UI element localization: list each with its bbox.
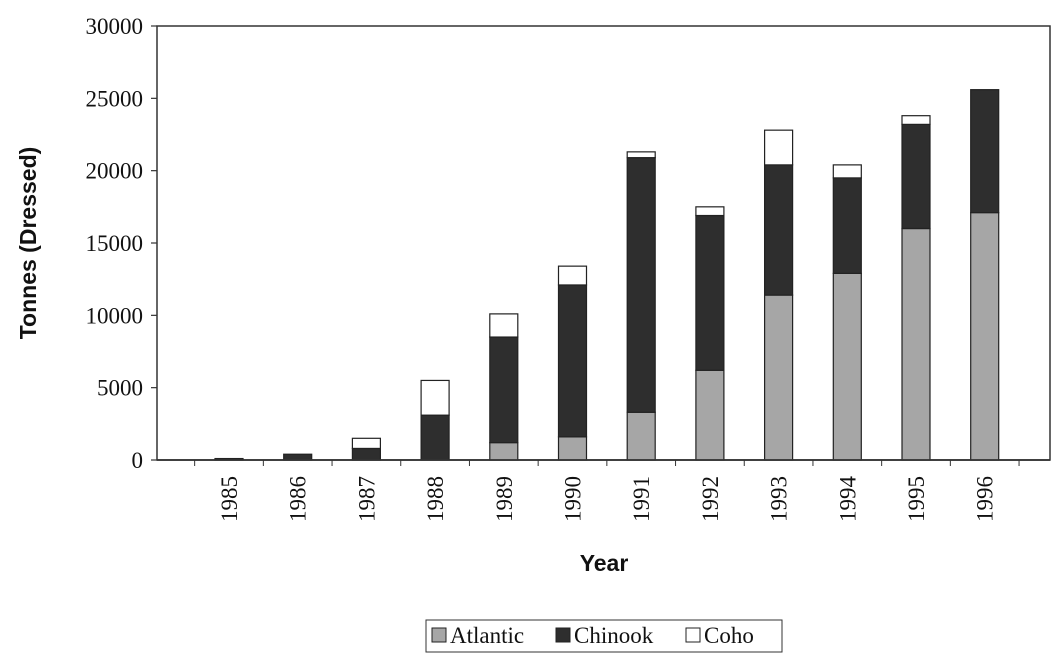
y-tick-label: 20000 [86, 159, 144, 184]
x-axis: 1985 1986 1987 1988 1989 1990 1991 1992 1993 1994… [194, 460, 1020, 523]
plot-area [156, 25, 1051, 461]
y-axis: 0 5000 10000 15000 20000 25000 30000 [86, 14, 157, 473]
bar-chinook-1990 [557, 284, 588, 438]
bar-chinook-1988 [420, 414, 450, 461]
bar-coho-1988 [420, 379, 450, 416]
x-tick-label: 1993 [767, 476, 792, 522]
legend-swatch-atlantic [431, 627, 447, 643]
x-tick-label: 1990 [561, 476, 586, 522]
x-tick-label: 1987 [354, 476, 379, 522]
bar-coho-1992 [695, 206, 725, 217]
y-tick-label: 15000 [86, 231, 144, 256]
bar-coho-1991 [626, 151, 656, 159]
y-tick-label: 5000 [97, 376, 143, 401]
y-tick-label: 0 [132, 448, 144, 473]
bar-chinook-1996 [970, 89, 1000, 214]
bar-coho-1995 [901, 115, 931, 125]
bar-atlantic-1994 [832, 272, 862, 461]
bar-chinook-1994 [832, 177, 862, 274]
x-tick-label: 1985 [217, 476, 242, 522]
legend-label-coho: Coho [704, 623, 754, 648]
bar-coho-1993 [763, 129, 794, 166]
legend-label-atlantic: Atlantic [450, 623, 524, 648]
x-tick-label: 1994 [835, 476, 860, 523]
y-axis-title: Tonnes (Dressed) [15, 147, 41, 340]
bar-atlantic-1991 [626, 411, 656, 461]
bar-atlantic-1993 [763, 294, 794, 461]
bar-coho-1989 [489, 313, 519, 338]
x-tick-label: 1992 [698, 476, 723, 522]
bar-coho-1994 [832, 164, 862, 179]
bar-chinook-1991 [626, 157, 656, 413]
legend-label-chinook: Chinook [574, 623, 654, 648]
x-axis-title: Year [580, 550, 629, 576]
legend-swatch-chinook [555, 627, 571, 643]
bar-atlantic-1990 [557, 436, 588, 461]
y-tick-label: 30000 [86, 14, 144, 39]
bar-coho-1990 [557, 265, 588, 286]
bar-atlantic-1995 [901, 227, 931, 461]
bar-chinook-1989 [489, 336, 519, 444]
bar-atlantic-1989 [489, 442, 519, 461]
x-tick-label: 1986 [286, 476, 311, 522]
y-tick-label: 25000 [86, 86, 144, 111]
bar-atlantic-1992 [695, 369, 725, 461]
x-tick-label: 1995 [904, 476, 929, 522]
x-tick-label: 1988 [423, 476, 448, 522]
y-tick-label: 10000 [86, 303, 144, 328]
bars-layer [157, 89, 1050, 461]
x-tick-label: 1989 [492, 476, 517, 522]
bar-chinook-1993 [763, 164, 794, 296]
bar-chinook-1995 [901, 123, 931, 230]
bar-chinook-1992 [695, 214, 725, 371]
x-tick-label: 1996 [973, 476, 998, 522]
bar-chinook-1987 [351, 447, 381, 461]
x-tick-label: 1991 [629, 476, 654, 522]
bar-coho-1987 [351, 437, 381, 450]
bar-atlantic-1996 [970, 212, 1000, 461]
legend-swatch-coho [685, 627, 701, 643]
legend: Atlantic Chinook Coho [425, 619, 783, 653]
legend-box [425, 619, 783, 653]
